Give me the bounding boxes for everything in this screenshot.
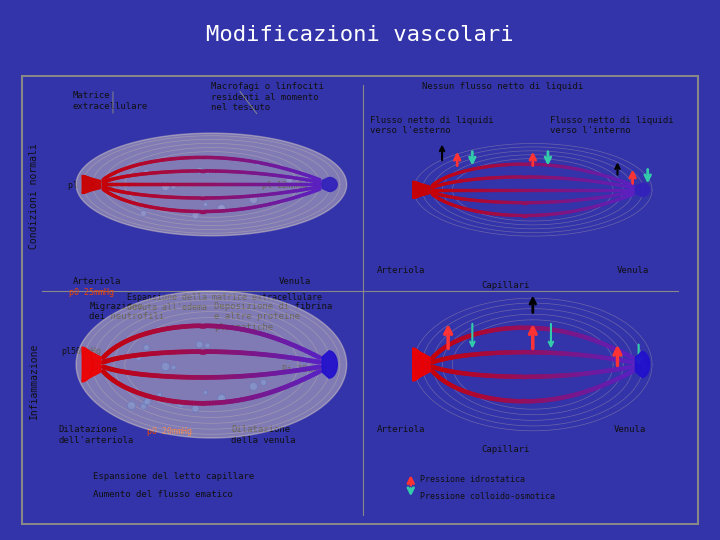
Text: Capillari: Capillari — [482, 281, 530, 290]
Text: Migrazione
dei neutrofili: Migrazione dei neutrofili — [89, 302, 165, 321]
Text: pl50mmHg: pl50mmHg — [61, 347, 101, 356]
Text: Arteriola: Arteriola — [377, 425, 426, 434]
Text: Dilatazione
dell'arteriola: Dilatazione dell'arteriola — [59, 425, 134, 444]
Text: Modificazioni vascolari: Modificazioni vascolari — [206, 25, 514, 45]
Text: Venula: Venula — [617, 266, 649, 275]
Text: pl 32mmHg: pl 32mmHg — [68, 181, 112, 190]
Polygon shape — [636, 183, 649, 197]
Text: Macrofagi o linfociti
residenti al momento
nel tessuto: Macrofagi o linfociti residenti al momen… — [211, 82, 324, 112]
Polygon shape — [76, 291, 347, 438]
Polygon shape — [413, 181, 430, 198]
Polygon shape — [82, 347, 101, 382]
Text: Aumento del flusso ematico: Aumento del flusso ematico — [93, 490, 233, 499]
Text: Flusso netto di liquidi
verso l'esterno: Flusso netto di liquidi verso l'esterno — [370, 116, 494, 136]
Text: Flusso netto di liquidi
verso l'interno: Flusso netto di liquidi verso l'interno — [549, 116, 673, 136]
Text: pl 12mmHg: pl 12mmHg — [262, 181, 307, 190]
Polygon shape — [636, 352, 649, 377]
Text: Pressione colloido-osmotica: Pressione colloido-osmotica — [420, 491, 554, 501]
Text: Espansione della matrice extracellulare
dovuta all'edema: Espansione della matrice extracellulare … — [127, 293, 322, 312]
Text: Pi 30mmHg: Pi 30mmHg — [282, 364, 327, 374]
Polygon shape — [322, 178, 337, 192]
Text: Venula: Venula — [613, 425, 646, 434]
Polygon shape — [76, 133, 347, 236]
Polygon shape — [82, 176, 101, 193]
Text: Condizioni normali: Condizioni normali — [29, 144, 39, 249]
Text: Capillari: Capillari — [482, 446, 530, 454]
Text: Pressione idrostatica: Pressione idrostatica — [420, 475, 525, 484]
Text: Nessun flusso netto di liquidi: Nessun flusso netto di liquidi — [421, 82, 582, 91]
Text: Arteriola: Arteriola — [377, 266, 426, 275]
Text: Arteriola: Arteriola — [72, 277, 121, 286]
Polygon shape — [322, 351, 337, 378]
Text: Espansione del letto capillare: Espansione del letto capillare — [93, 472, 254, 481]
Polygon shape — [413, 348, 430, 381]
Text: Venula: Venula — [279, 277, 311, 286]
Text: pO 20mmHg: pO 20mmHg — [147, 428, 192, 436]
Text: Matrice
extracellulare: Matrice extracellulare — [72, 91, 148, 111]
Text: Dilatazione
della venula: Dilatazione della venula — [231, 425, 296, 444]
Text: pO 25mmHg: pO 25mmHg — [69, 288, 114, 296]
Text: Infiammazione: Infiammazione — [29, 342, 39, 418]
Text: Deposizione di fibrina
e altre proteine
plasmatiche: Deposizione di fibrina e altre proteine … — [215, 302, 333, 332]
